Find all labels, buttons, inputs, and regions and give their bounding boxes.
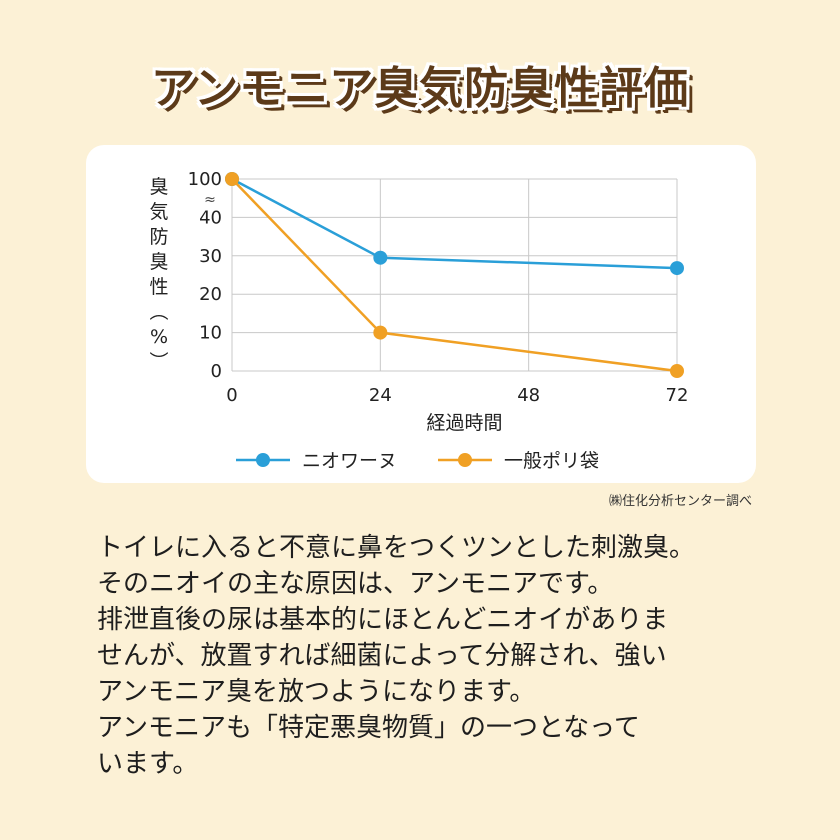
y-tick-label: 0	[211, 361, 222, 382]
description-line: そのニオイの主な原因は、アンモニアです。	[97, 569, 614, 599]
description-line: 排泄直後の尿は基本的にほとんどニオイがありま	[97, 605, 669, 635]
x-tick-label: 24	[369, 385, 392, 406]
data-point	[670, 364, 684, 378]
legend-marker	[256, 453, 270, 467]
description-line: せんが、放置すれば細菌によって分解され、強い	[97, 641, 667, 671]
description-line: アンモニア臭を放つようになります。	[97, 677, 536, 707]
description: トイレに入ると不意に鼻をつくツンとした刺激臭。 そのニオイの主な原因は、アンモニ…	[97, 530, 757, 782]
y-tick-label: 40	[199, 207, 222, 228]
data-point	[373, 325, 388, 340]
description-line: います。	[97, 749, 199, 779]
x-tick-label: 48	[517, 385, 540, 406]
legend-label: 一般ポリ袋	[504, 450, 599, 472]
line-chart: 0 24 48 72 0 10 20 30 40 100 ≈ 臭気防臭性︵% ︶ 経過時間 ニオワーヌ 一般…	[149, 169, 688, 472]
legend-label: ニオワーヌ	[302, 450, 397, 472]
y-tick-label: 10	[199, 323, 222, 344]
x-axis-label: 経過時間	[426, 412, 502, 434]
y-axis-label: 臭気防臭性︵% ︶	[149, 176, 168, 373]
y-tick-label: 100	[188, 169, 222, 190]
y-tick-label: 30	[199, 246, 222, 267]
series-line	[231, 178, 678, 373]
chart-card: 0 24 48 72 0 10 20 30 40 100 ≈ 臭気防臭性︵% ︶ 経過時間 ニオワーヌ 一般…	[86, 145, 756, 483]
x-tick-label: 72	[666, 385, 689, 406]
description-line: トイレに入ると不意に鼻をつくツンとした刺激臭。	[97, 533, 696, 563]
series-line	[231, 177, 678, 270]
description-line: アンモニアも「特定悪臭物質」の一つとなって	[97, 713, 640, 743]
series	[225, 172, 684, 378]
data-point	[670, 261, 684, 276]
title-container: アンモニア臭気防臭性評価	[0, 52, 840, 116]
source-note: ㈱住化分析センター調べ	[608, 494, 752, 509]
page-title: アンモニア臭気防臭性評価	[150, 63, 690, 114]
data-point	[225, 172, 239, 186]
legend-marker	[458, 453, 472, 467]
x-tick-label: 0	[226, 385, 237, 406]
y-tick-label: 20	[199, 284, 222, 305]
axis-break-icon: ≈	[204, 192, 216, 208]
axes: 0 24 48 72 0 10 20 30 40 100 ≈ 臭気防臭性︵% ︶ 経過時間	[149, 169, 688, 434]
legend: ニオワーヌ 一般ポリ袋	[236, 450, 599, 472]
data-point	[373, 250, 388, 265]
grid	[231, 178, 678, 372]
